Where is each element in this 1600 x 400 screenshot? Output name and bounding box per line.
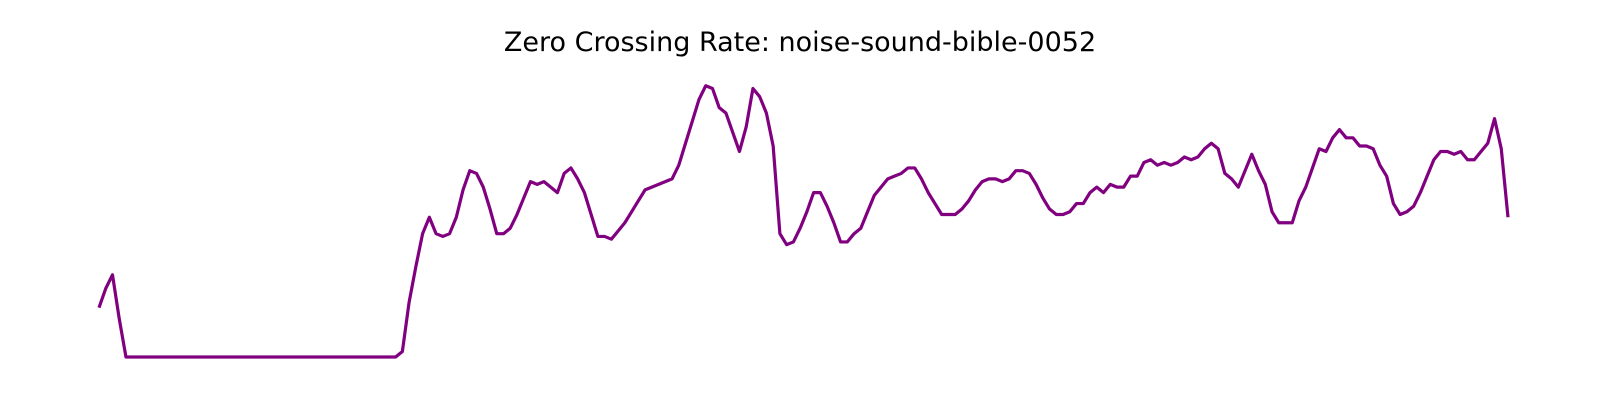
plot-area <box>97 84 1510 359</box>
chart-title: Zero Crossing Rate: noise-sound-bible-00… <box>504 27 1096 58</box>
zcr-series-line <box>97 84 1510 359</box>
